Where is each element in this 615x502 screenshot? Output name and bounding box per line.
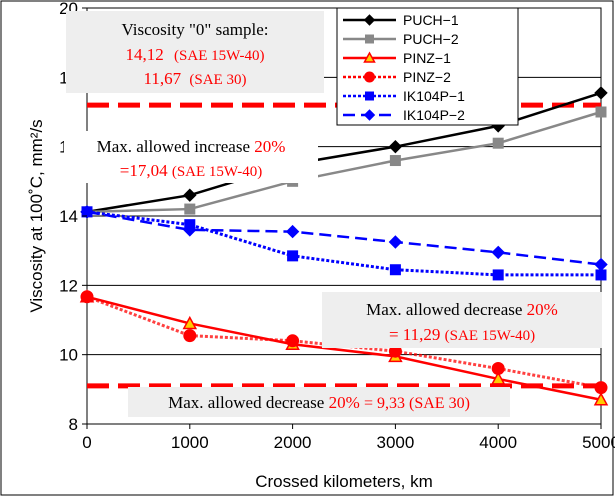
annotation-zero-sample-box bbox=[66, 11, 324, 93]
y-tick-label-8: 8 bbox=[69, 415, 78, 434]
annotation-max-decrease-sae30-text: Max. allowed decrease 20% = 9,33 (SAE 30… bbox=[168, 393, 470, 412]
max-decrease-sae30-pct: 20% bbox=[329, 393, 360, 412]
legend-label-4: PINZ−2 bbox=[403, 69, 451, 85]
series-line-3 bbox=[86, 295, 602, 401]
x-tick-label-4000: 4000 bbox=[479, 433, 517, 452]
annotation-zero-sample-line2: 11,67 (SAE 30) bbox=[144, 69, 247, 88]
series-2-point-6 bbox=[595, 106, 607, 118]
legend-marker-3 bbox=[363, 51, 376, 63]
series-5-point-6 bbox=[595, 269, 607, 281]
annotation-max-decrease-15w40-box bbox=[322, 292, 602, 348]
zero-sample-grade-1: (SAE 15W-40) bbox=[174, 48, 264, 64]
annotation-max-increase-line1: Max. allowed increase 20% bbox=[97, 137, 286, 156]
annotation-zero-sample-line1: 14,12 (SAE 15W-40) bbox=[126, 45, 265, 64]
y-axis-label: Viscosity at 100˚C, mm²/s bbox=[27, 119, 46, 312]
series-6-point-5 bbox=[491, 245, 505, 260]
max-decrease-15w40-grade: (SAE 15W-40) bbox=[445, 328, 535, 344]
annotation-max-decrease-sae30-box bbox=[128, 387, 510, 417]
max-decrease-15w40-pct: 20% bbox=[527, 300, 558, 319]
series-line-6 bbox=[86, 210, 602, 266]
series-4 bbox=[80, 290, 608, 395]
legend-marker-6 bbox=[363, 109, 376, 121]
series-1-point-2 bbox=[183, 188, 197, 202]
annotation-max-decrease-15w40-line2: = 11,29 (SAE 15W-40) bbox=[389, 325, 535, 344]
max-decrease-15w40-value: = 11,29 bbox=[389, 325, 440, 344]
legend-box bbox=[336, 7, 519, 126]
annotation-zero-sample: Viscosity "0" sample: 14,12 (SAE 15W-40)… bbox=[66, 11, 324, 93]
y-tick-label-10: 10 bbox=[59, 346, 78, 365]
series-5-point-5 bbox=[492, 269, 504, 281]
series-6-point-3 bbox=[285, 224, 300, 239]
series-3-point-5 bbox=[490, 371, 506, 385]
series-3-point-6 bbox=[593, 392, 609, 406]
series-line-2 bbox=[86, 110, 602, 214]
max-increase-pct: 20% bbox=[254, 137, 285, 156]
legend-label-2: PUCH−2 bbox=[403, 31, 459, 47]
legend-marker-2 bbox=[365, 34, 374, 44]
series-2-point-4 bbox=[389, 155, 401, 167]
series-5-point-3 bbox=[287, 250, 299, 262]
y-tick-label-12: 12 bbox=[59, 276, 78, 295]
legend-label-1: PUCH−1 bbox=[403, 12, 459, 28]
zero-sample-grade-2: (SAE 30) bbox=[189, 72, 246, 88]
series-6-point-6 bbox=[594, 257, 608, 272]
tick-labels: 8101214161820010002000300040005000 bbox=[59, 0, 615, 452]
series-2-point-2 bbox=[184, 203, 196, 215]
legend-label-5: IK104P−1 bbox=[403, 88, 465, 104]
max-increase-grade: (SAE 15W-40) bbox=[172, 164, 262, 180]
series-4-point-6 bbox=[594, 381, 608, 395]
series-6-point-2 bbox=[183, 223, 197, 237]
series-1-point-6 bbox=[594, 86, 608, 100]
series-3-point-2 bbox=[182, 315, 198, 330]
zero-sample-value-2: 11,67 bbox=[144, 69, 182, 88]
legend-marker-1 bbox=[363, 14, 376, 26]
y-tick-label-14: 14 bbox=[59, 207, 78, 226]
max-decrease-sae30-rest: = 9,33 (SAE 30) bbox=[364, 395, 470, 412]
series-line-4 bbox=[86, 295, 602, 390]
x-tick-label-2000: 2000 bbox=[274, 433, 312, 452]
legend-marker-4 bbox=[364, 71, 375, 83]
x-tick-label-5000: 5000 bbox=[582, 433, 615, 452]
series-5-point-4 bbox=[389, 264, 401, 276]
legend-label-3: PINZ−1 bbox=[403, 50, 451, 66]
series-4-point-3 bbox=[286, 334, 300, 348]
series-2-point-5 bbox=[492, 137, 504, 149]
annotation-max-increase: Max. allowed increase 20% =17,04 (SAE 15… bbox=[64, 131, 318, 183]
legend-label-6: IK104P−2 bbox=[403, 107, 465, 123]
series-6 bbox=[80, 205, 608, 272]
x-axis-label: Crossed kilometers, km bbox=[255, 472, 433, 491]
series-4-point-2 bbox=[183, 329, 197, 343]
x-tick-label-0: 0 bbox=[82, 433, 91, 452]
annotation-max-increase-box bbox=[64, 131, 318, 183]
series-6-point-1 bbox=[80, 205, 94, 219]
series-4-point-5 bbox=[491, 362, 505, 376]
legend-marker-5 bbox=[365, 91, 374, 101]
series-1-point-4 bbox=[388, 139, 403, 154]
legend: PUCH−1 PUCH−2 PINZ−1 PINZ−2 IK104P−1 IK104P−2 bbox=[336, 7, 519, 126]
series-6-point-4 bbox=[388, 235, 403, 249]
zero-sample-value-1: 14,12 bbox=[126, 45, 164, 64]
annotation-max-decrease-15w40-line1: Max. allowed decrease 20% bbox=[366, 300, 558, 319]
annotation-max-decrease-sae30: Max. allowed decrease 20% = 9,33 (SAE 30… bbox=[128, 387, 510, 417]
max-decrease-15w40-prefix: Max. allowed decrease bbox=[366, 300, 526, 319]
series-line-5 bbox=[86, 210, 601, 277]
annotation-zero-sample-title: Viscosity "0" sample: bbox=[122, 20, 269, 39]
max-increase-prefix: Max. allowed increase bbox=[97, 137, 255, 156]
annotation-max-decrease-15w40: Max. allowed decrease 20% = 11,29 (SAE 1… bbox=[322, 292, 602, 348]
x-tick-label-1000: 1000 bbox=[171, 433, 209, 452]
max-increase-value: =17,04 bbox=[120, 161, 168, 180]
series-4-point-1 bbox=[80, 290, 94, 304]
annotation-max-increase-line2: =17,04 (SAE 15W-40) bbox=[120, 161, 263, 180]
max-decrease-sae30-prefix: Max. allowed decrease bbox=[168, 393, 328, 412]
x-tick-label-3000: 3000 bbox=[376, 433, 414, 452]
